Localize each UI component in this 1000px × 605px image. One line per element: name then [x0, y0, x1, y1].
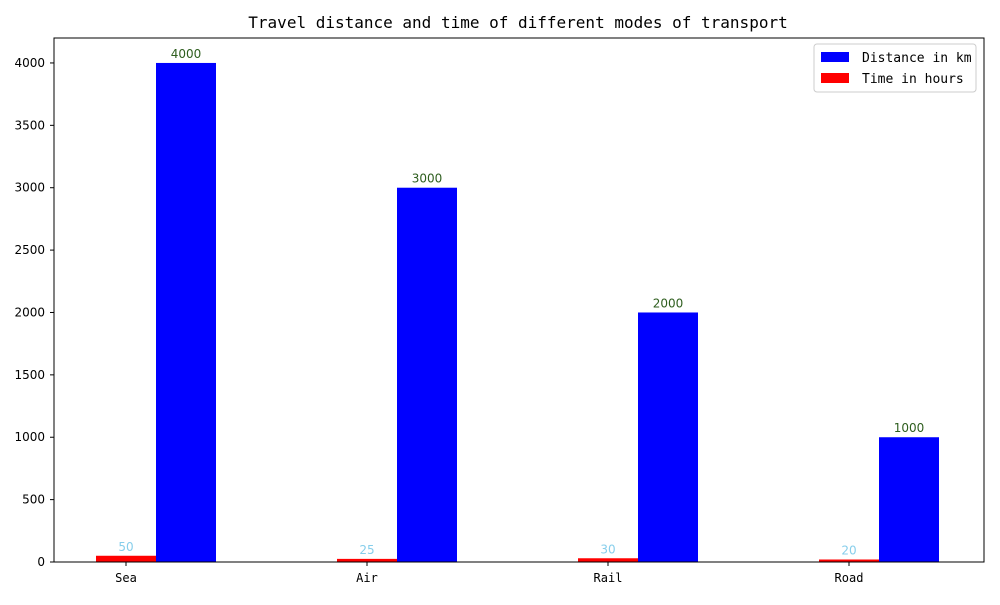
y-tick-label: 0	[37, 555, 45, 569]
data-label: 20	[841, 544, 856, 558]
legend-box	[813, 43, 977, 93]
bar-time-in-hours	[96, 555, 156, 562]
x-tick-label: Road	[835, 571, 864, 585]
bars	[96, 62, 939, 562]
legend: Distance in km Time in hours	[813, 43, 977, 93]
data-label: 25	[359, 543, 374, 557]
legend-label-distance: Distance in km	[862, 51, 972, 66]
bar-time-in-hours	[337, 558, 397, 562]
y-tick-label: 1500	[14, 368, 45, 382]
bar-distance-in-km	[879, 437, 939, 562]
bar-distance-in-km	[397, 187, 457, 562]
data-label: 50	[118, 540, 133, 554]
bar-distance-in-km	[156, 62, 216, 562]
data-label: 3000	[412, 172, 443, 186]
bar-time-in-hours	[819, 559, 879, 562]
y-tick-label: 2500	[14, 243, 45, 257]
legend-swatch-distance	[821, 52, 849, 62]
y-tick-label: 3500	[14, 118, 45, 132]
bar-distance-in-km	[638, 312, 698, 562]
data-label: 4000	[171, 47, 202, 61]
x-tick-label: Rail	[594, 571, 623, 585]
data-label: 1000	[894, 421, 925, 435]
y-tick-label: 4000	[14, 56, 45, 70]
x-tick-label: Sea	[115, 571, 137, 585]
x-axis: Sea Air Rail Road	[115, 562, 863, 585]
y-tick-label: 3000	[14, 181, 45, 195]
y-tick-label: 2000	[14, 305, 45, 319]
data-labels: 50 25 30 20 4000 3000 2000 1000	[118, 47, 924, 558]
x-tick-label: Air	[356, 571, 378, 585]
y-tick-label: 500	[22, 493, 45, 507]
data-label: 2000	[653, 296, 684, 310]
chart-title: Travel distance and time of different mo…	[248, 13, 787, 32]
legend-label-time: Time in hours	[862, 72, 964, 87]
y-tick-label: 1000	[14, 430, 45, 444]
data-label: 30	[600, 542, 615, 556]
bar-time-in-hours	[578, 558, 638, 562]
plot-frame	[53, 37, 985, 563]
y-axis: 0 500 1000 1500 2000 2500 3000 3500 4000	[14, 56, 54, 569]
legend-swatch-time	[821, 73, 849, 83]
